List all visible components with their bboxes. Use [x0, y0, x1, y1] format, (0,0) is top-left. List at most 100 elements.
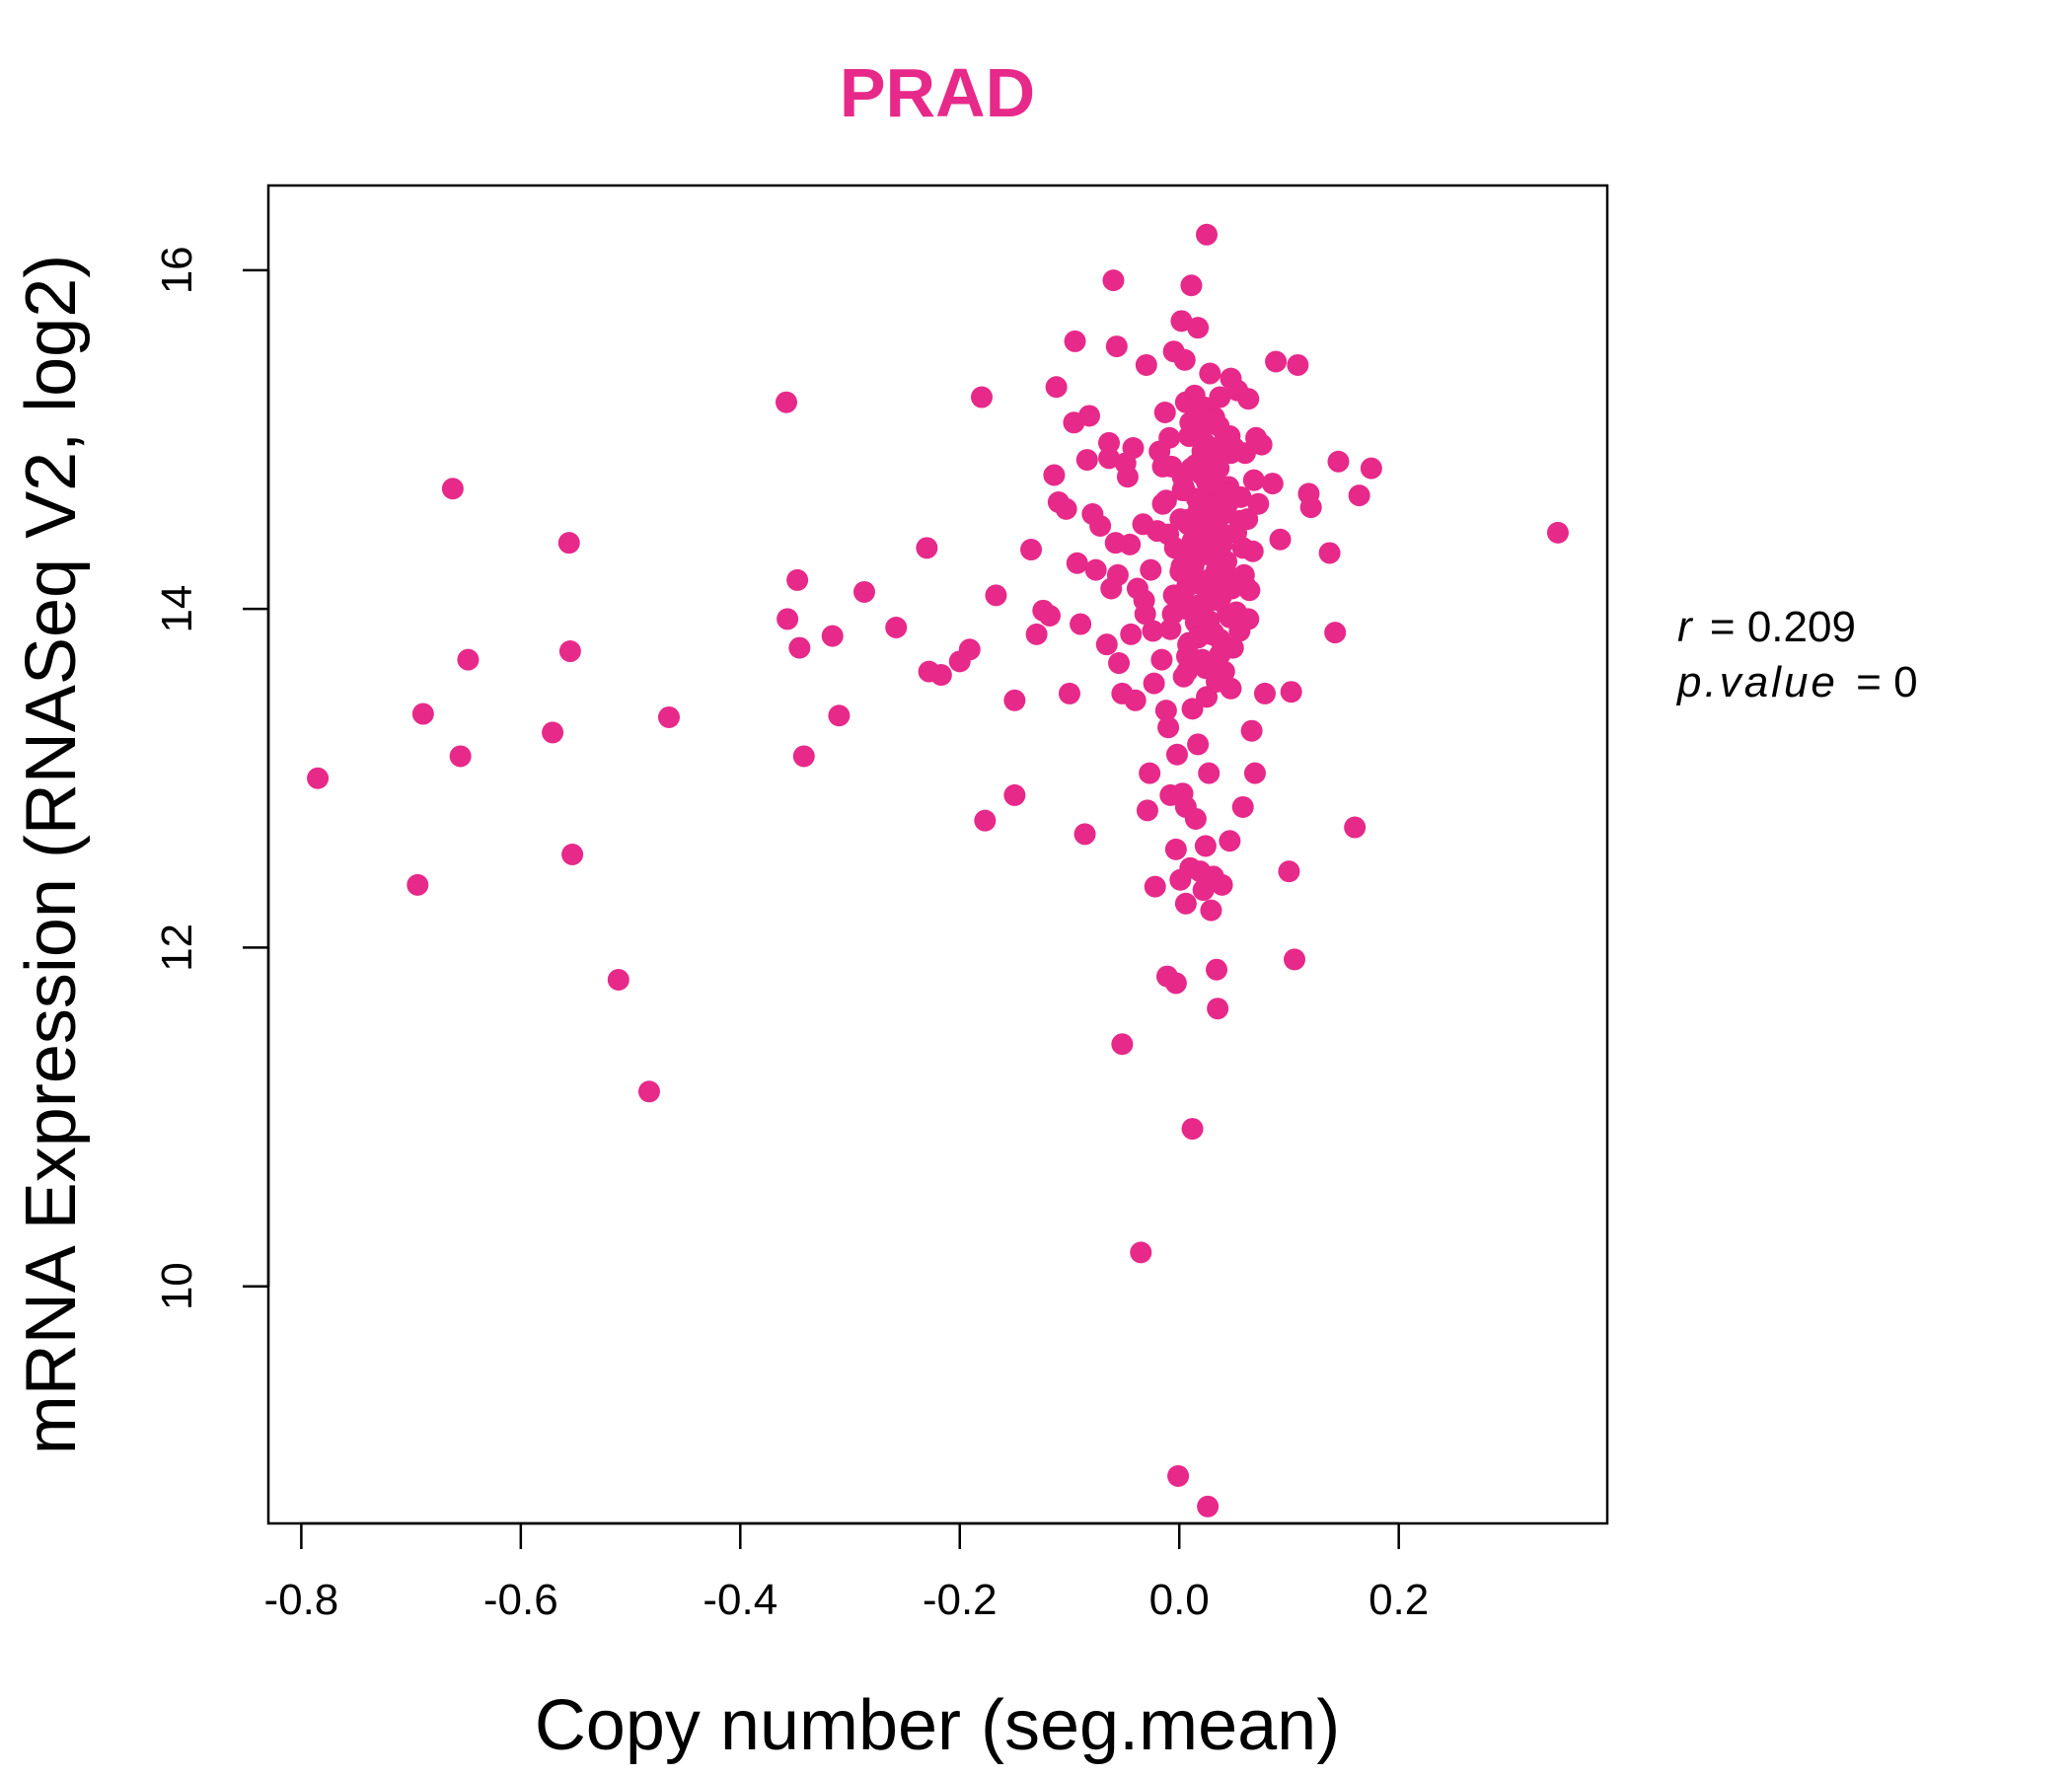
data-point [1159, 618, 1182, 640]
data-point [557, 532, 580, 555]
data-point [1124, 689, 1147, 711]
data-point [1231, 537, 1254, 559]
data-point [1174, 391, 1197, 413]
data-point [1253, 682, 1276, 704]
chart-title: PRAD [840, 54, 1035, 131]
data-point [1136, 799, 1158, 822]
data-point [1139, 762, 1161, 784]
data-point [1045, 376, 1068, 399]
data-point [1098, 431, 1121, 454]
data-point [1213, 660, 1235, 683]
r-annotation: r = 0.209 [1677, 603, 1856, 651]
data-point [1073, 823, 1096, 846]
data-point [1318, 542, 1341, 564]
data-point [1070, 613, 1092, 635]
data-point [1164, 838, 1187, 860]
data-point [1150, 648, 1173, 671]
data-point [1324, 622, 1347, 644]
data-point [1247, 492, 1270, 515]
data-point [1164, 972, 1187, 995]
data-point [1211, 873, 1233, 896]
data-point [1181, 1118, 1204, 1141]
data-point [1130, 1241, 1152, 1264]
data-point [1175, 660, 1198, 683]
data-point [1196, 223, 1219, 246]
data-point [1242, 469, 1265, 491]
data-point [1280, 681, 1302, 703]
x-tick-label: -0.6 [483, 1576, 558, 1624]
data-point [1154, 489, 1177, 512]
data-point [786, 568, 809, 591]
data-point [958, 638, 981, 661]
data-point [777, 608, 799, 630]
data-point [307, 767, 330, 789]
data-point [1105, 335, 1128, 358]
x-tick-label: 0.2 [1369, 1576, 1429, 1624]
data-point [1143, 672, 1165, 695]
data-point [1220, 677, 1242, 700]
data-point [1184, 807, 1207, 830]
data-point [558, 640, 581, 663]
data-point [885, 616, 908, 638]
data-point [1135, 353, 1157, 376]
data-point [1175, 645, 1198, 668]
data-point [1198, 762, 1221, 784]
data-point [1194, 657, 1217, 680]
data-point [1198, 610, 1221, 632]
data-point [1344, 816, 1367, 839]
data-point [1064, 330, 1086, 352]
data-point [1055, 497, 1077, 520]
data-point [1546, 521, 1569, 544]
data-point [1299, 496, 1322, 519]
data-point [1269, 528, 1292, 551]
data-point [1348, 484, 1370, 507]
data-point [1213, 490, 1235, 513]
data-point [1217, 575, 1239, 598]
data-point [1173, 348, 1196, 371]
y-tick-label: 12 [153, 924, 201, 972]
data-point [1169, 508, 1192, 531]
data-point [1219, 830, 1241, 852]
data-point [1243, 762, 1266, 784]
data-point [1025, 623, 1048, 645]
data-point [985, 584, 1007, 607]
data-point [1020, 539, 1043, 561]
x-axis-title: Copy number (seg.mean) [535, 1686, 1340, 1765]
data-point [1003, 689, 1026, 711]
data-point [449, 745, 472, 768]
p-value-annotation: p.value = 0 [1675, 658, 1918, 706]
data-point [1122, 437, 1145, 460]
data-point [1278, 860, 1300, 883]
data-point [1287, 353, 1309, 376]
data-point [1106, 563, 1129, 586]
data-point [788, 636, 811, 659]
data-point [1098, 447, 1121, 470]
data-point [1209, 643, 1231, 666]
data-point [1170, 310, 1193, 333]
data-point [1134, 603, 1156, 626]
data-point [1231, 795, 1254, 818]
data-point [1154, 700, 1177, 722]
x-tick-label: 0.0 [1149, 1576, 1210, 1624]
data-points [307, 223, 1569, 1517]
data-point [1095, 633, 1118, 656]
data-point [1120, 623, 1143, 645]
data-point [1066, 552, 1088, 574]
data-point [1228, 509, 1251, 532]
data-point [1199, 362, 1221, 385]
data-point [1174, 892, 1197, 915]
data-point [1189, 499, 1212, 522]
data-point [1197, 1495, 1220, 1517]
data-point [1038, 604, 1061, 627]
plot-frame [266, 184, 1609, 1525]
data-point [1158, 426, 1181, 449]
data-point [1157, 716, 1180, 739]
data-point [1202, 474, 1224, 496]
y-tick-label: 16 [153, 246, 201, 294]
data-point [1111, 1033, 1134, 1056]
data-point [1206, 558, 1228, 581]
data-point [1206, 958, 1228, 981]
data-point [637, 1080, 660, 1103]
x-tick-label: -0.8 [263, 1576, 338, 1624]
